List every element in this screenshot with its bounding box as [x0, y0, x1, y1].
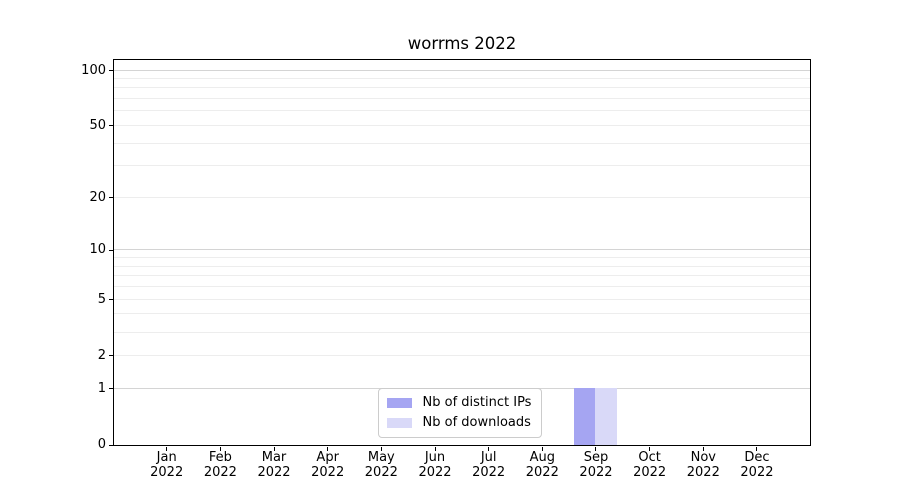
bar-nb-of-distinct-ips: [573, 388, 596, 445]
x-tick-mark: [166, 446, 168, 451]
y-axis-tick-label: 0: [97, 437, 106, 452]
legend: Nb of distinct IPs Nb of downloads: [377, 387, 543, 438]
gridline-major: [113, 69, 810, 71]
legend-swatch-nb-of-distinct-ips: [386, 397, 412, 408]
x-axis-tick-label: Apr 2022: [311, 450, 345, 480]
x-tick-mark: [541, 446, 543, 451]
x-axis-tick-label: May 2022: [364, 450, 398, 480]
gridline-minor: [113, 313, 810, 315]
x-tick-mark: [595, 446, 597, 451]
x-axis-tick-label: Mar 2022: [257, 450, 291, 480]
gridline-minor: [113, 354, 810, 356]
y-tick-mark: [108, 444, 113, 446]
x-axis-tick-label: Oct 2022: [633, 450, 667, 480]
gridline-minor: [113, 77, 810, 79]
gridline-minor: [113, 331, 810, 333]
x-tick-mark: [327, 446, 329, 451]
gridline-minor: [113, 196, 810, 198]
gridline-minor: [113, 165, 810, 167]
legend-label-nb-of-distinct-ips: Nb of distinct IPs: [422, 394, 532, 410]
bar-nb-of-downloads: [595, 388, 617, 445]
x-tick-mark: [219, 446, 221, 451]
gridline-minor: [113, 275, 810, 277]
x-axis-tick-label: Nov 2022: [686, 450, 720, 480]
legend-swatch-nb-of-downloads: [386, 417, 412, 428]
plot-area: Nb of distinct IPs Nb of downloads: [112, 58, 811, 446]
gridline-minor: [113, 87, 810, 89]
y-axis-tick-label: 100: [81, 62, 106, 78]
y-tick-mark: [108, 355, 113, 357]
x-tick-mark: [756, 446, 758, 451]
x-tick-mark: [649, 446, 651, 451]
y-axis-tick-label: 1: [97, 380, 106, 396]
y-tick-mark: [108, 299, 113, 301]
y-axis-tick-label: 50: [89, 117, 106, 133]
x-tick-mark: [434, 446, 436, 451]
y-tick-mark: [108, 70, 113, 71]
gridline-minor: [113, 265, 810, 267]
y-tick-mark: [108, 249, 113, 251]
x-axis-tick-label: Jan 2022: [150, 450, 184, 480]
x-axis-tick-label: Aug 2022: [525, 450, 559, 480]
y-axis-tick-label: 5: [97, 291, 106, 307]
y-axis-tick-label: 10: [89, 242, 106, 258]
x-tick-mark: [380, 446, 382, 451]
x-axis-tick-label: Feb 2022: [203, 450, 237, 480]
y-tick-mark: [108, 388, 113, 390]
x-axis-tick-label: Sep 2022: [579, 450, 613, 480]
gridline-minor: [113, 142, 810, 144]
y-axis-tick-label: 2: [97, 347, 106, 363]
gridline-minor: [113, 257, 810, 259]
x-tick-mark: [273, 446, 275, 451]
x-axis-tick-label: Jun 2022: [418, 450, 452, 480]
x-axis-tick-label: Jul 2022: [472, 450, 506, 480]
legend-label-nb-of-downloads: Nb of downloads: [422, 414, 531, 430]
legend-entry-nb-of-distinct-ips: Nb of distinct IPs: [386, 394, 532, 411]
x-axis-tick-label: Dec 2022: [740, 450, 774, 480]
gridline-minor: [113, 98, 810, 100]
chart-title: worrms 2022: [407, 34, 517, 53]
x-tick-mark: [488, 446, 490, 451]
gridline-minor: [113, 124, 810, 126]
legend-entry-nb-of-downloads: Nb of downloads: [386, 414, 532, 431]
gridline-minor: [113, 110, 810, 112]
gridline-minor: [113, 286, 810, 288]
y-tick-mark: [108, 197, 113, 199]
gridline-major: [113, 249, 810, 251]
y-tick-mark: [108, 125, 113, 127]
gridline-minor: [113, 298, 810, 300]
x-tick-mark: [702, 446, 704, 451]
y-axis-tick-label: 20: [89, 189, 106, 205]
